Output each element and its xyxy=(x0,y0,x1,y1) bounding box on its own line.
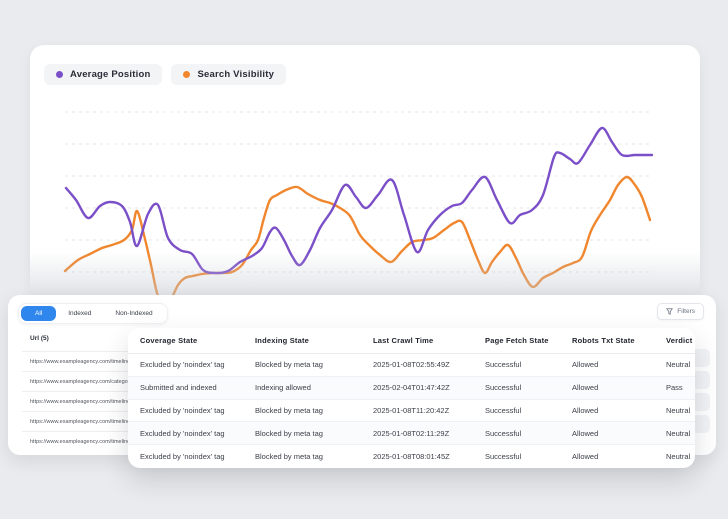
filters-button[interactable]: Filters xyxy=(657,303,704,320)
cell-crawl-time: 2025-01-08T02:55:49Z xyxy=(373,360,450,370)
cell-crawl-time: 2025-01-08T02:11:29Z xyxy=(373,428,450,438)
cell-robots: Allowed xyxy=(572,360,599,370)
cell-coverage: Excluded by 'noindex' tag xyxy=(140,405,225,415)
legend-label: Average Position xyxy=(70,69,151,80)
tab-all[interactable]: All xyxy=(21,306,57,321)
cell-verdict: Neutral xyxy=(666,405,691,415)
cell-indexing: Blocked by meta tag xyxy=(255,360,323,370)
cell-fetch: Successful xyxy=(485,383,522,393)
cell-fetch: Successful xyxy=(485,428,522,438)
chart-legend: Average Position Search Visibility xyxy=(44,64,287,85)
orange-dot-icon xyxy=(183,71,191,78)
chart-card: Average Position Search Visibility xyxy=(30,45,700,298)
chart-gridlines xyxy=(65,111,652,273)
cell-crawl-time: 2025-01-08T08:01:45Z xyxy=(373,452,450,462)
url-column-header: Url (5) xyxy=(30,335,49,342)
col-verdict[interactable]: Verdict xyxy=(666,336,693,345)
cell-coverage: Excluded by 'noindex' tag xyxy=(140,452,225,462)
cell-verdict: Neutral xyxy=(666,360,691,370)
purple-dot-icon xyxy=(56,71,63,78)
col-last-crawl-time[interactable]: Last Crawl Time xyxy=(373,336,434,345)
cell-robots: Allowed xyxy=(572,405,599,415)
cell-crawl-time: 2025-01-08T11:20:42Z xyxy=(373,405,450,415)
cell-crawl-time: 2025-02-04T01:47:42Z xyxy=(373,383,450,393)
table-row[interactable]: Excluded by 'noindex' tag Blocked by met… xyxy=(128,354,695,377)
table-row[interactable]: Submitted and indexed Indexing allowed 2… xyxy=(128,376,695,400)
background-row-edges xyxy=(692,349,710,433)
col-indexing-state[interactable]: Indexing State xyxy=(255,336,310,345)
cell-robots: Allowed xyxy=(572,383,599,393)
col-coverage-state[interactable]: Coverage State xyxy=(140,336,198,345)
cell-indexing: Blocked by meta tag xyxy=(255,428,323,438)
tab-indexed[interactable]: Indexed xyxy=(68,310,92,317)
cell-indexing: Indexing allowed xyxy=(255,383,311,393)
col-page-fetch-state[interactable]: Page Fetch State xyxy=(485,336,549,345)
cell-coverage: Excluded by 'noindex' tag xyxy=(140,428,225,438)
table-row[interactable]: Excluded by 'noindex' tag Blocked by met… xyxy=(128,422,695,446)
coverage-table-card: Coverage State Indexing State Last Crawl… xyxy=(128,328,695,468)
legend-label: Search Visibility xyxy=(197,69,275,80)
table-row[interactable]: Excluded by 'noindex' tag Blocked by met… xyxy=(128,400,695,423)
cell-indexing: Blocked by meta tag xyxy=(255,452,323,462)
cell-robots: Allowed xyxy=(572,428,599,438)
index-filter-tabs: All Indexed Non-Indexed xyxy=(18,303,168,324)
cell-verdict: Neutral xyxy=(666,428,691,438)
col-robots-txt-state[interactable]: Robots Txt State xyxy=(572,336,635,345)
cell-verdict: Neutral xyxy=(666,452,691,462)
cell-indexing: Blocked by meta tag xyxy=(255,405,323,415)
filters-label: Filters xyxy=(677,308,695,315)
tab-non-indexed[interactable]: Non-Indexed xyxy=(115,310,153,317)
table-row[interactable]: Excluded by 'noindex' tag Blocked by met… xyxy=(128,445,695,468)
search-visibility-line xyxy=(63,175,652,298)
cell-fetch: Successful xyxy=(485,360,522,370)
average-position-line xyxy=(64,126,654,275)
cell-robots: Allowed xyxy=(572,452,599,462)
table-header-row: Coverage State Indexing State Last Crawl… xyxy=(128,328,695,354)
cell-verdict: Pass xyxy=(666,383,683,393)
cell-coverage: Excluded by 'noindex' tag xyxy=(140,360,225,370)
cell-coverage: Submitted and indexed xyxy=(140,383,217,393)
cell-fetch: Successful xyxy=(485,405,522,415)
legend-average-position[interactable]: Average Position xyxy=(44,64,163,85)
legend-search-visibility[interactable]: Search Visibility xyxy=(171,64,287,85)
cell-fetch: Successful xyxy=(485,452,522,462)
funnel-icon xyxy=(666,308,674,315)
